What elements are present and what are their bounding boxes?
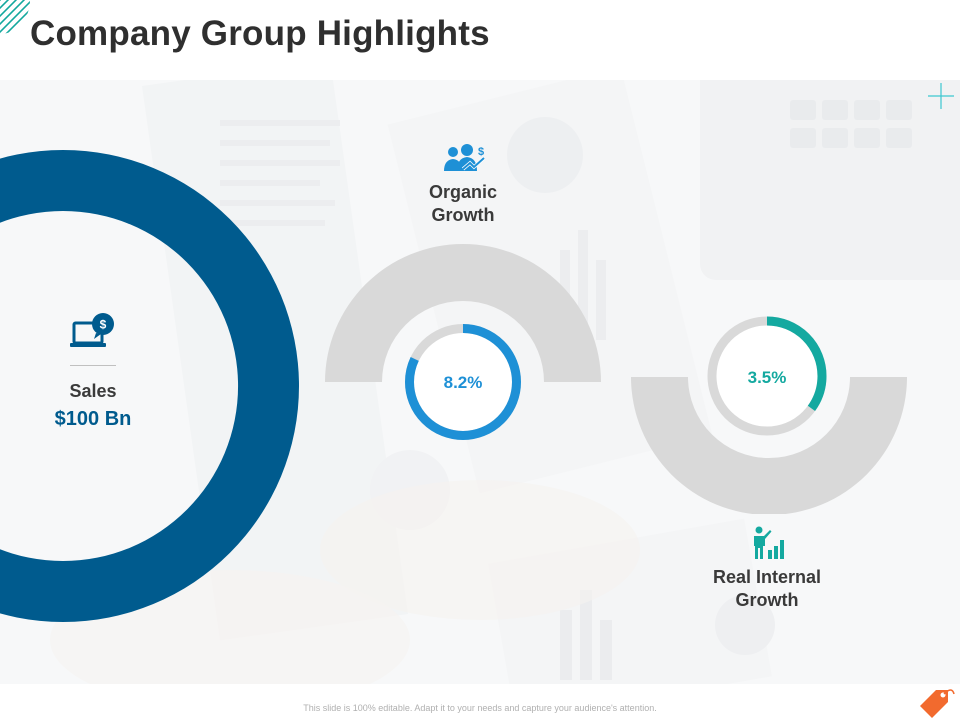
slide-title: Company Group Highlights xyxy=(30,14,490,53)
sales-label: Sales xyxy=(69,381,117,401)
real-internal-growth-label-line2: Growth xyxy=(735,590,799,610)
corner-stripes-decoration xyxy=(0,0,30,34)
organic-growth-label: Organic Growth xyxy=(383,181,543,227)
team-growth-icon: $ xyxy=(444,144,486,171)
organic-growth-value: 8.2% xyxy=(443,373,483,392)
sales-ring xyxy=(0,150,299,622)
organic-growth-label-line2: Growth xyxy=(431,205,495,225)
organic-growth-ring-progress xyxy=(405,324,521,440)
presenter-chart-icon xyxy=(754,526,784,559)
real-internal-growth-ring-progress xyxy=(707,316,827,436)
real-internal-growth-value: 3.5% xyxy=(747,368,787,387)
plus-decoration xyxy=(928,83,954,109)
sales-value: $100 Bn xyxy=(54,408,132,430)
price-tag-icon xyxy=(920,689,955,718)
real-internal-growth-label-line1: Real Internal xyxy=(712,567,822,587)
sales-divider xyxy=(70,365,116,366)
footer-note: This slide is 100% editable. Adapt it to… xyxy=(303,703,657,713)
svg-text:$: $ xyxy=(478,146,484,158)
organic-growth-gauge xyxy=(325,244,601,440)
real-internal-growth-label: Real Internal Growth xyxy=(687,566,847,612)
real-internal-growth-gauge xyxy=(631,316,907,514)
svg-text:$: $ xyxy=(100,318,107,332)
laptop-dollar-icon: $ xyxy=(70,313,114,347)
organic-growth-label-line1: Organic xyxy=(428,182,498,202)
